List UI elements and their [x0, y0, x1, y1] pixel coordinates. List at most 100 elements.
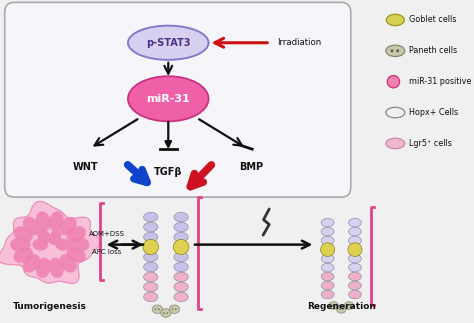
Ellipse shape: [23, 254, 40, 272]
Ellipse shape: [348, 254, 361, 263]
Ellipse shape: [337, 306, 346, 313]
Ellipse shape: [36, 258, 51, 278]
Ellipse shape: [169, 305, 180, 314]
Ellipse shape: [348, 272, 361, 281]
Ellipse shape: [391, 49, 393, 53]
Ellipse shape: [321, 272, 334, 281]
Ellipse shape: [174, 222, 188, 232]
Ellipse shape: [174, 252, 188, 262]
Ellipse shape: [144, 292, 158, 302]
Text: Regeneration: Regeneration: [307, 302, 376, 311]
Ellipse shape: [174, 292, 188, 302]
Text: Hopx+ Cells: Hopx+ Cells: [409, 108, 458, 117]
Ellipse shape: [174, 242, 188, 252]
Ellipse shape: [339, 308, 340, 310]
Ellipse shape: [174, 262, 188, 272]
Text: WNT: WNT: [73, 162, 98, 172]
Ellipse shape: [344, 302, 354, 309]
Text: Irradiation: Irradiation: [277, 38, 321, 47]
Ellipse shape: [348, 218, 361, 227]
Ellipse shape: [14, 247, 33, 263]
Text: APC loss: APC loss: [92, 249, 121, 255]
Ellipse shape: [348, 236, 361, 245]
Ellipse shape: [396, 49, 399, 53]
Text: p-STAT3: p-STAT3: [146, 38, 191, 48]
Ellipse shape: [37, 229, 50, 244]
Text: AOM+DSS: AOM+DSS: [89, 231, 125, 236]
Ellipse shape: [49, 258, 64, 278]
Ellipse shape: [152, 305, 163, 314]
Ellipse shape: [342, 308, 343, 310]
Ellipse shape: [349, 305, 351, 307]
Ellipse shape: [174, 272, 188, 282]
Text: Goblet cells: Goblet cells: [409, 16, 456, 25]
Ellipse shape: [144, 232, 158, 242]
Ellipse shape: [172, 308, 173, 310]
Text: miR-31 positive: miR-31 positive: [409, 77, 471, 86]
Ellipse shape: [60, 254, 76, 272]
Ellipse shape: [67, 226, 86, 242]
Ellipse shape: [321, 236, 334, 245]
Ellipse shape: [348, 243, 362, 256]
Ellipse shape: [10, 237, 30, 252]
Ellipse shape: [166, 312, 168, 314]
Ellipse shape: [128, 76, 209, 121]
Ellipse shape: [386, 138, 405, 149]
Ellipse shape: [36, 212, 51, 231]
Ellipse shape: [348, 290, 361, 299]
Ellipse shape: [321, 263, 334, 272]
Ellipse shape: [346, 305, 348, 307]
Text: Tumorigenesis: Tumorigenesis: [13, 302, 87, 311]
Ellipse shape: [144, 282, 158, 292]
FancyBboxPatch shape: [5, 2, 351, 197]
Ellipse shape: [128, 26, 209, 60]
Ellipse shape: [14, 226, 33, 242]
Ellipse shape: [386, 45, 405, 57]
Ellipse shape: [329, 302, 338, 309]
Ellipse shape: [321, 227, 334, 236]
Ellipse shape: [158, 308, 160, 310]
Ellipse shape: [155, 308, 156, 310]
Ellipse shape: [143, 239, 158, 255]
Ellipse shape: [331, 305, 333, 307]
Text: Lgr5⁺ cells: Lgr5⁺ cells: [409, 139, 451, 148]
Ellipse shape: [67, 247, 86, 263]
Ellipse shape: [173, 239, 189, 255]
Ellipse shape: [348, 245, 361, 254]
Ellipse shape: [320, 243, 335, 256]
Ellipse shape: [321, 254, 334, 263]
Ellipse shape: [144, 272, 158, 282]
Ellipse shape: [386, 14, 404, 26]
Ellipse shape: [49, 212, 64, 231]
Text: BMP: BMP: [239, 162, 263, 172]
Ellipse shape: [144, 212, 158, 222]
Ellipse shape: [144, 252, 158, 262]
Ellipse shape: [69, 237, 89, 252]
Ellipse shape: [60, 217, 76, 235]
Ellipse shape: [33, 239, 48, 250]
Ellipse shape: [163, 312, 165, 314]
Ellipse shape: [321, 281, 334, 290]
Ellipse shape: [49, 230, 61, 245]
Text: TGFβ: TGFβ: [154, 167, 182, 177]
Ellipse shape: [321, 218, 334, 227]
Text: miR-31: miR-31: [146, 94, 190, 104]
Ellipse shape: [387, 76, 400, 88]
Ellipse shape: [161, 309, 171, 317]
Polygon shape: [0, 201, 100, 284]
Ellipse shape: [386, 107, 405, 118]
Ellipse shape: [55, 239, 71, 250]
Ellipse shape: [334, 305, 336, 307]
Ellipse shape: [174, 232, 188, 242]
Ellipse shape: [321, 290, 334, 299]
Ellipse shape: [348, 281, 361, 290]
Ellipse shape: [348, 227, 361, 236]
Ellipse shape: [23, 217, 40, 235]
Ellipse shape: [321, 245, 334, 254]
Ellipse shape: [348, 263, 361, 272]
Ellipse shape: [144, 242, 158, 252]
Ellipse shape: [144, 262, 158, 272]
Ellipse shape: [174, 282, 188, 292]
Text: Paneth cells: Paneth cells: [409, 46, 457, 55]
Ellipse shape: [175, 308, 177, 310]
